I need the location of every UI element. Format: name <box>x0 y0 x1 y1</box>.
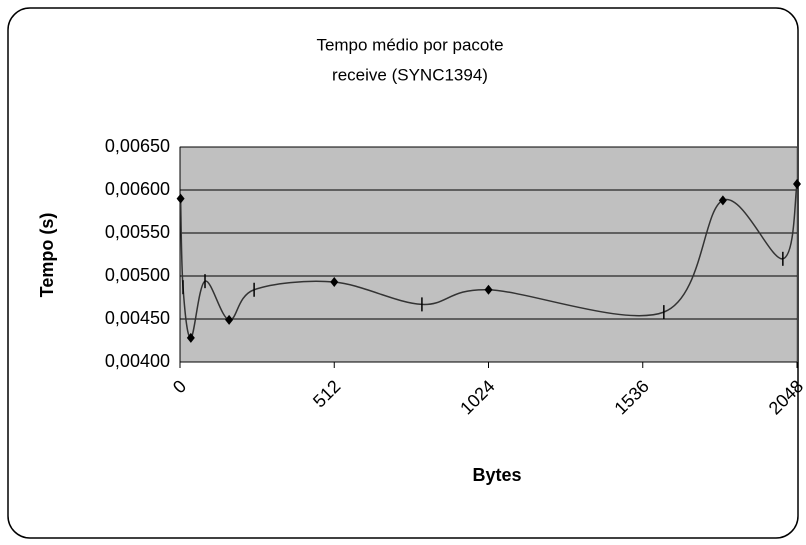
y-tick-label: 0,00450 <box>105 308 170 328</box>
point-marker <box>225 314 234 325</box>
chart-title: receive (SYNC1394) <box>332 65 488 84</box>
point-marker <box>793 178 801 189</box>
point-marker <box>186 332 195 343</box>
point-marker <box>330 277 339 288</box>
chart-title: Tempo médio por pacote <box>316 35 503 54</box>
y-axis-label: Tempo (s) <box>37 213 57 298</box>
y-tick-label: 0,00500 <box>105 265 170 285</box>
y-tick-label: 0,00400 <box>105 351 170 371</box>
point-marker <box>484 284 493 295</box>
x-axis-label: Bytes <box>472 465 521 485</box>
point-marker <box>176 193 185 204</box>
point-marker <box>718 195 727 206</box>
y-tick-label: 0,00600 <box>105 179 170 199</box>
y-tick-label: 0,00650 <box>105 136 170 156</box>
plot-area <box>179 146 798 363</box>
y-tick-label: 0,00550 <box>105 222 170 242</box>
